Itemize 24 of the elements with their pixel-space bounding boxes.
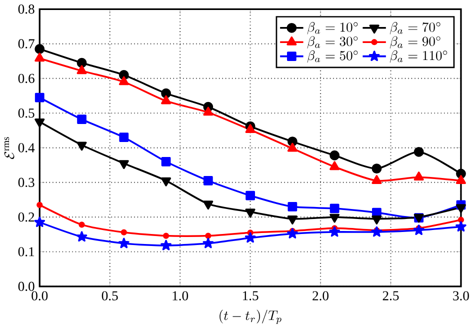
x-tick-label: 2.0 (312, 291, 329, 300)
legend-label: $\beta_a = 10^\circ$ (307, 22, 358, 34)
y-tick-label: 0.2 (18, 212, 34, 222)
y-tick-label: 0.3 (18, 178, 34, 187)
y-tick-label: 0.6 (18, 74, 34, 83)
legend-label: $\beta_a = 30^\circ$ (307, 36, 358, 48)
legend-label: $\beta_a = 70^\circ$ (390, 22, 440, 34)
y-tick-label: 0.1 (18, 246, 34, 256)
x-axis-title: $(t-t_r)/T_p$ (220, 310, 282, 324)
x-tick-label: 0.5 (102, 291, 118, 300)
y-tick-label: 0.5 (18, 108, 34, 118)
legend-label: $\beta_a = 90^\circ$ (390, 36, 440, 48)
x-tick-label: 1.0 (172, 291, 188, 300)
x-tick-label: 2.5 (382, 291, 399, 300)
x-tick-label: 3.0 (453, 291, 469, 300)
x-tick-label: 1.5 (243, 291, 258, 300)
legend-label: $\beta_a = 50^\circ$ (307, 50, 358, 62)
y-tick-label: 0.4 (18, 142, 35, 152)
x-tick-label: 0.0 (32, 291, 48, 300)
y-tick-label: 0.0 (18, 282, 34, 291)
y-tick-label: 0.8 (18, 4, 34, 14)
legend-label: $\beta_a = 110^\circ$ (390, 50, 448, 62)
y-axis-title: $\mathcal{E}^{\mathrm{rms}}$ (4, 136, 14, 159)
y-tick-label: 0.7 (18, 38, 34, 48)
